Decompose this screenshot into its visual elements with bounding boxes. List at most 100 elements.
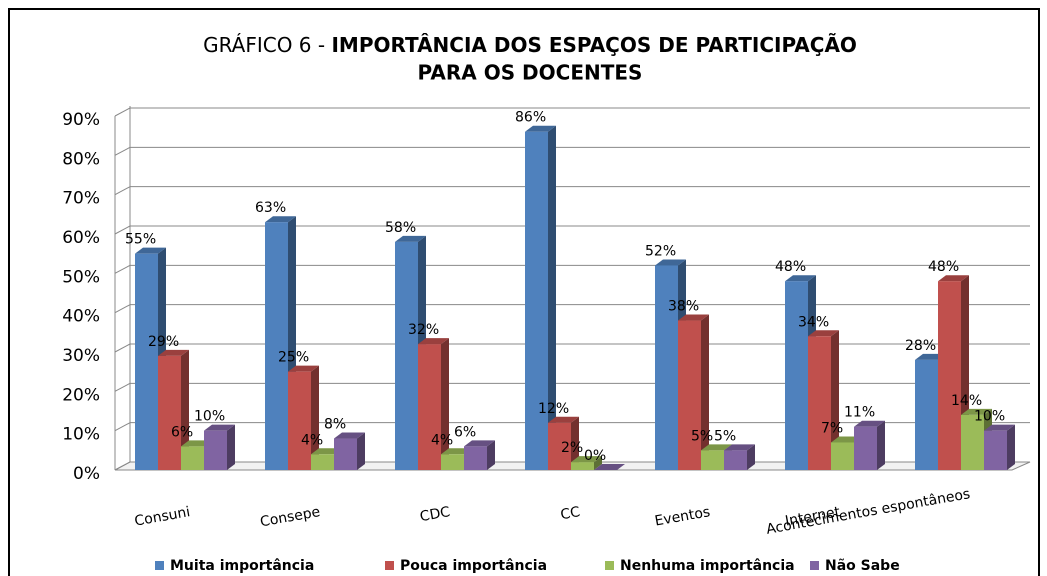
bar (181, 446, 204, 470)
bar-top (525, 125, 556, 132)
legend-swatch (810, 561, 819, 570)
y-tick-label: 0% (73, 464, 100, 484)
y-tick-label: 40% (62, 307, 100, 327)
bar (158, 355, 181, 470)
bar-top (854, 420, 885, 427)
legend-label: Não Sabe (825, 558, 900, 574)
bar (831, 442, 854, 470)
title-prefix: GRÁFICO 6 - (203, 33, 325, 57)
y-tick-label: 30% (62, 346, 100, 366)
bar-top (548, 416, 579, 423)
bar-top (678, 314, 709, 321)
title-main: IMPORTÂNCIA DOS ESPAÇOS DE PARTICIPAÇÃO (331, 33, 856, 57)
value-label: 32% (408, 322, 439, 338)
bar-side (311, 365, 319, 470)
value-label: 12% (538, 401, 569, 417)
bar (418, 344, 441, 470)
bar-top (724, 444, 755, 451)
y-tick-label: 80% (62, 149, 100, 169)
value-label: 63% (255, 200, 286, 216)
bar (135, 253, 158, 470)
value-label: 11% (844, 405, 875, 421)
bar-top (395, 235, 426, 242)
bar-top (785, 275, 816, 282)
x-tick-label: CC (559, 504, 581, 523)
legend-label: Muita importância (170, 558, 314, 574)
grid-line-side (114, 146, 131, 156)
bar (334, 438, 357, 470)
grid-line-side (114, 304, 131, 314)
bar-top (334, 432, 365, 439)
grid-line-side (114, 343, 131, 353)
value-label: 10% (194, 409, 225, 425)
bar-side (227, 424, 235, 470)
value-label: 6% (454, 424, 476, 440)
value-label: 0% (584, 448, 606, 464)
y-tick-label: 20% (62, 385, 100, 405)
grid-line-side (114, 422, 131, 432)
value-label: 34% (798, 314, 829, 330)
bar-side (831, 330, 839, 470)
bar-side (487, 440, 495, 470)
y-tick-label: 10% (62, 425, 100, 445)
bar-top (135, 247, 166, 254)
value-label: 86% (515, 110, 546, 126)
bar-top (265, 216, 296, 223)
bar-top (938, 275, 969, 282)
bar-top (418, 338, 449, 345)
bar-side (571, 416, 579, 470)
value-label: 7% (821, 420, 843, 436)
value-label: 5% (714, 428, 736, 444)
bar-side (747, 444, 755, 470)
bar-side (701, 314, 709, 470)
bar (655, 265, 678, 470)
value-label: 29% (148, 334, 179, 350)
value-label: 48% (775, 259, 806, 275)
value-label: 58% (385, 220, 416, 236)
bar-top (984, 424, 1015, 431)
bar-side (357, 432, 365, 470)
bar-side (548, 125, 556, 470)
bar (311, 454, 334, 470)
grid-line-side (114, 264, 131, 274)
value-label: 10% (974, 409, 1005, 425)
bar (571, 462, 594, 470)
bar (464, 446, 487, 470)
bar (915, 359, 938, 470)
frame (8, 8, 1040, 576)
bar-top (288, 365, 319, 372)
bar (678, 320, 701, 470)
legend-swatch (605, 561, 614, 570)
value-label: 4% (301, 432, 323, 448)
chart-title-line: PARA OS DOCENTES (418, 61, 643, 85)
value-label: 55% (125, 232, 156, 248)
bar (808, 336, 831, 470)
value-label: 6% (171, 424, 193, 440)
bar-top (158, 349, 189, 356)
bar (441, 454, 464, 470)
legend-swatch (155, 561, 164, 570)
y-tick-label: 70% (62, 189, 100, 209)
grid-line-side (114, 461, 131, 471)
value-label: 8% (324, 417, 346, 433)
bar (288, 371, 311, 470)
y-tick-label: 60% (62, 228, 100, 248)
value-label: 4% (431, 432, 453, 448)
y-tick-label: 50% (62, 267, 100, 287)
legend-label: Nenhuma importância (620, 558, 795, 574)
grid-line-side (114, 225, 131, 235)
value-label: 52% (645, 243, 676, 259)
bar (785, 281, 808, 470)
bar (701, 450, 724, 470)
bar (724, 450, 747, 470)
bar-top (808, 330, 839, 337)
bar-top (571, 456, 602, 463)
x-tick-label: CDC (419, 504, 452, 525)
grid-line-side (114, 107, 131, 117)
legend-swatch (385, 561, 394, 570)
value-label: 2% (561, 440, 583, 456)
bar (548, 422, 571, 470)
bar-top (464, 440, 495, 447)
bar (854, 426, 877, 470)
bar-side (594, 456, 602, 470)
